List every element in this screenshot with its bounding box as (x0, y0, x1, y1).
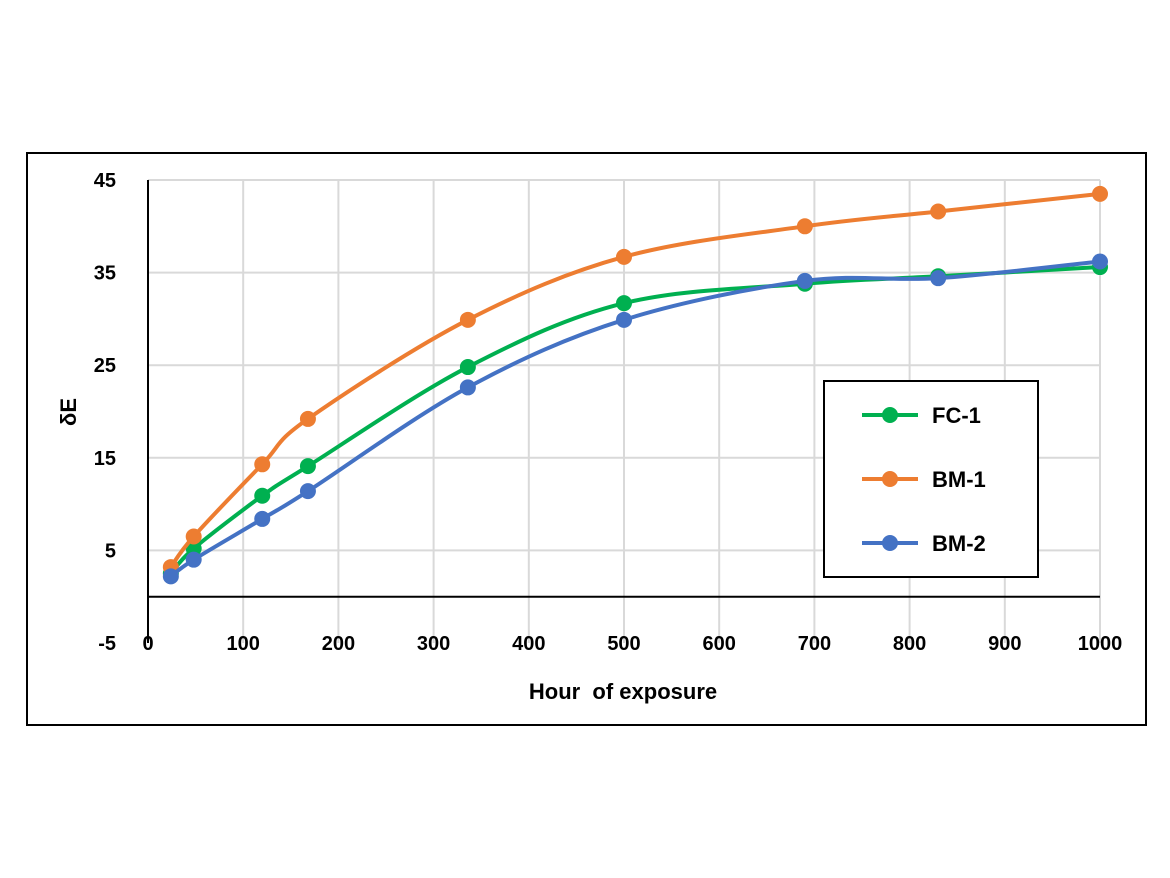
x-tick-label: 500 (607, 633, 640, 655)
data-point (796, 218, 813, 235)
y-tick-label: 45 (94, 170, 116, 192)
y-tick-label: -5 (98, 633, 116, 655)
legend-label: BM-1 (932, 467, 986, 492)
data-point (185, 540, 202, 557)
x-tick-label: 800 (893, 633, 926, 655)
legend-label: FC-1 (932, 403, 981, 428)
x-tick-label: 900 (988, 633, 1021, 655)
data-point (162, 568, 179, 585)
data-point (616, 295, 632, 312)
legend-box (823, 380, 1039, 578)
x-tick-label: 600 (703, 633, 736, 655)
x-tick-label: 200 (322, 633, 355, 655)
legend-marker (882, 407, 898, 423)
data-point (185, 551, 202, 568)
y-tick-label: 15 (94, 448, 116, 470)
data-point (796, 272, 813, 289)
data-point (616, 311, 632, 328)
legend-item-fc-1: FC-1 (862, 403, 981, 428)
data-point (459, 379, 476, 396)
data-point (254, 487, 271, 504)
y-tick-label: 25 (94, 355, 116, 377)
legend: FC-1 BM-1 BM-2 (823, 380, 1039, 578)
data-point (299, 458, 316, 475)
y-axis-label: δE (56, 398, 81, 426)
legend-item-bm-2: BM-2 (862, 531, 986, 556)
data-point (254, 510, 271, 527)
data-point (459, 311, 476, 328)
data-point (459, 359, 476, 376)
legend-label: BM-2 (932, 531, 986, 556)
legend-marker (882, 535, 898, 551)
data-point (254, 456, 271, 473)
x-tick-label: 0 (142, 633, 153, 655)
y-tick-label: 5 (105, 540, 116, 562)
series-bm-2 (162, 253, 1108, 585)
series-bm-1 (162, 185, 1108, 576)
x-tick-label: 700 (798, 633, 831, 655)
data-point (616, 248, 632, 265)
series-line (169, 191, 1101, 569)
x-tick-label: 1000 (1078, 633, 1123, 655)
data-point (1092, 253, 1108, 270)
data-point (1092, 185, 1108, 202)
data-point (185, 528, 202, 545)
series-line (169, 259, 1101, 578)
x-axis-label: Hour of exposure (529, 679, 717, 704)
x-tick-label: 300 (417, 633, 450, 655)
x-tick-label: 400 (512, 633, 545, 655)
data-point (930, 270, 947, 287)
y-tick-label: 35 (94, 263, 116, 285)
data-point (930, 203, 947, 220)
data-point (299, 410, 316, 427)
legend-item-bm-1: BM-1 (862, 467, 986, 492)
data-point (299, 483, 316, 500)
x-tick-label: 100 (227, 633, 260, 655)
legend-marker (882, 471, 898, 487)
